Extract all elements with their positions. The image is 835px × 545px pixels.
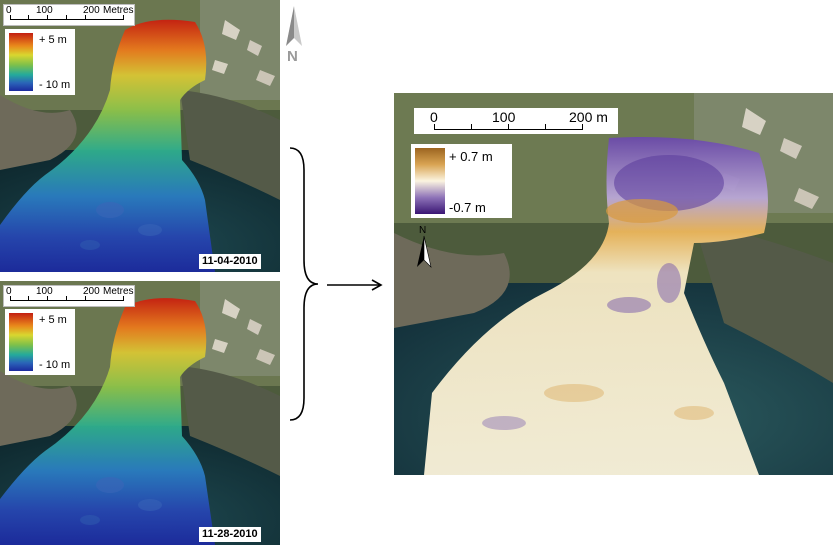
scale-tick xyxy=(85,15,86,20)
scale-tick-label: 0 xyxy=(6,5,12,16)
scale-tick xyxy=(28,15,29,20)
north-arrow-icon xyxy=(286,6,302,46)
dem-map-image xyxy=(0,0,280,272)
scale-tick xyxy=(47,296,48,301)
dem-map-image xyxy=(0,281,280,545)
scale-tick-label: 0 xyxy=(430,109,438,125)
legend-max-label: + 5 m xyxy=(39,314,67,326)
dod-difference-panel: 0 100 200 m + 0.7 m -0.7 m N xyxy=(394,93,833,475)
arrow-right-icon xyxy=(327,279,383,291)
scale-tick xyxy=(85,296,86,301)
scale-tick-label: 100 xyxy=(36,5,53,16)
scale-tick xyxy=(434,124,435,130)
legend-max-label: + 0.7 m xyxy=(449,149,493,164)
difference-legend: + 0.7 m -0.7 m xyxy=(411,144,512,218)
scale-tick xyxy=(10,15,11,20)
scale-tick-label: 100 xyxy=(36,286,53,297)
difference-color-ramp xyxy=(415,148,445,214)
north-arrow-icon xyxy=(417,235,432,268)
scale-bar: 0 100 200 Metres xyxy=(3,285,135,307)
scale-unit-label: Metres xyxy=(103,286,134,297)
scale-tick-label: 0 xyxy=(6,286,12,297)
survey-date-label: 11-28-2010 xyxy=(199,527,261,542)
scale-bar: 0 100 200 Metres xyxy=(3,4,135,26)
elevation-color-ramp xyxy=(9,33,33,91)
scale-tick xyxy=(545,124,546,130)
legend-max-label: + 5 m xyxy=(39,34,67,46)
scale-tick-label: 100 xyxy=(492,109,516,125)
legend-min-label: - 10 m xyxy=(39,359,71,371)
dem-panel-11-28-2010: 0 100 200 Metres + 5 m - 10 m 11-28-2010 xyxy=(0,281,280,545)
scale-tick-label: 200 m xyxy=(569,109,608,125)
elevation-legend: + 5 m - 10 m xyxy=(5,29,75,95)
scale-tick-label: 200 xyxy=(83,5,100,16)
scale-tick xyxy=(123,296,124,301)
scale-tick xyxy=(66,15,67,20)
survey-date-label: 11-04-2010 xyxy=(199,254,261,269)
elevation-legend: + 5 m - 10 m xyxy=(5,309,75,375)
legend-min-label: -0.7 m xyxy=(449,200,486,215)
scale-bar: 0 100 200 m xyxy=(414,108,618,134)
dem-panel-11-04-2010: 0 100 200 Metres + 5 m - 10 m 11-04-2010 xyxy=(0,0,280,272)
scale-unit-label: Metres xyxy=(103,5,134,16)
north-label: N xyxy=(419,225,427,236)
scale-tick xyxy=(28,296,29,301)
scale-tick-label: 200 xyxy=(83,286,100,297)
scale-tick xyxy=(508,124,509,130)
scale-tick xyxy=(123,15,124,20)
scale-tick xyxy=(582,124,583,130)
curly-brace-icon xyxy=(289,147,319,421)
north-arrow: N xyxy=(414,225,434,271)
north-arrow: N xyxy=(282,4,306,66)
legend-min-label: - 10 m xyxy=(39,79,71,91)
scale-tick xyxy=(47,15,48,20)
scale-tick xyxy=(66,296,67,301)
north-label: N xyxy=(287,48,298,65)
elevation-color-ramp xyxy=(9,313,33,371)
scale-tick xyxy=(471,124,472,130)
scale-tick xyxy=(10,296,11,301)
